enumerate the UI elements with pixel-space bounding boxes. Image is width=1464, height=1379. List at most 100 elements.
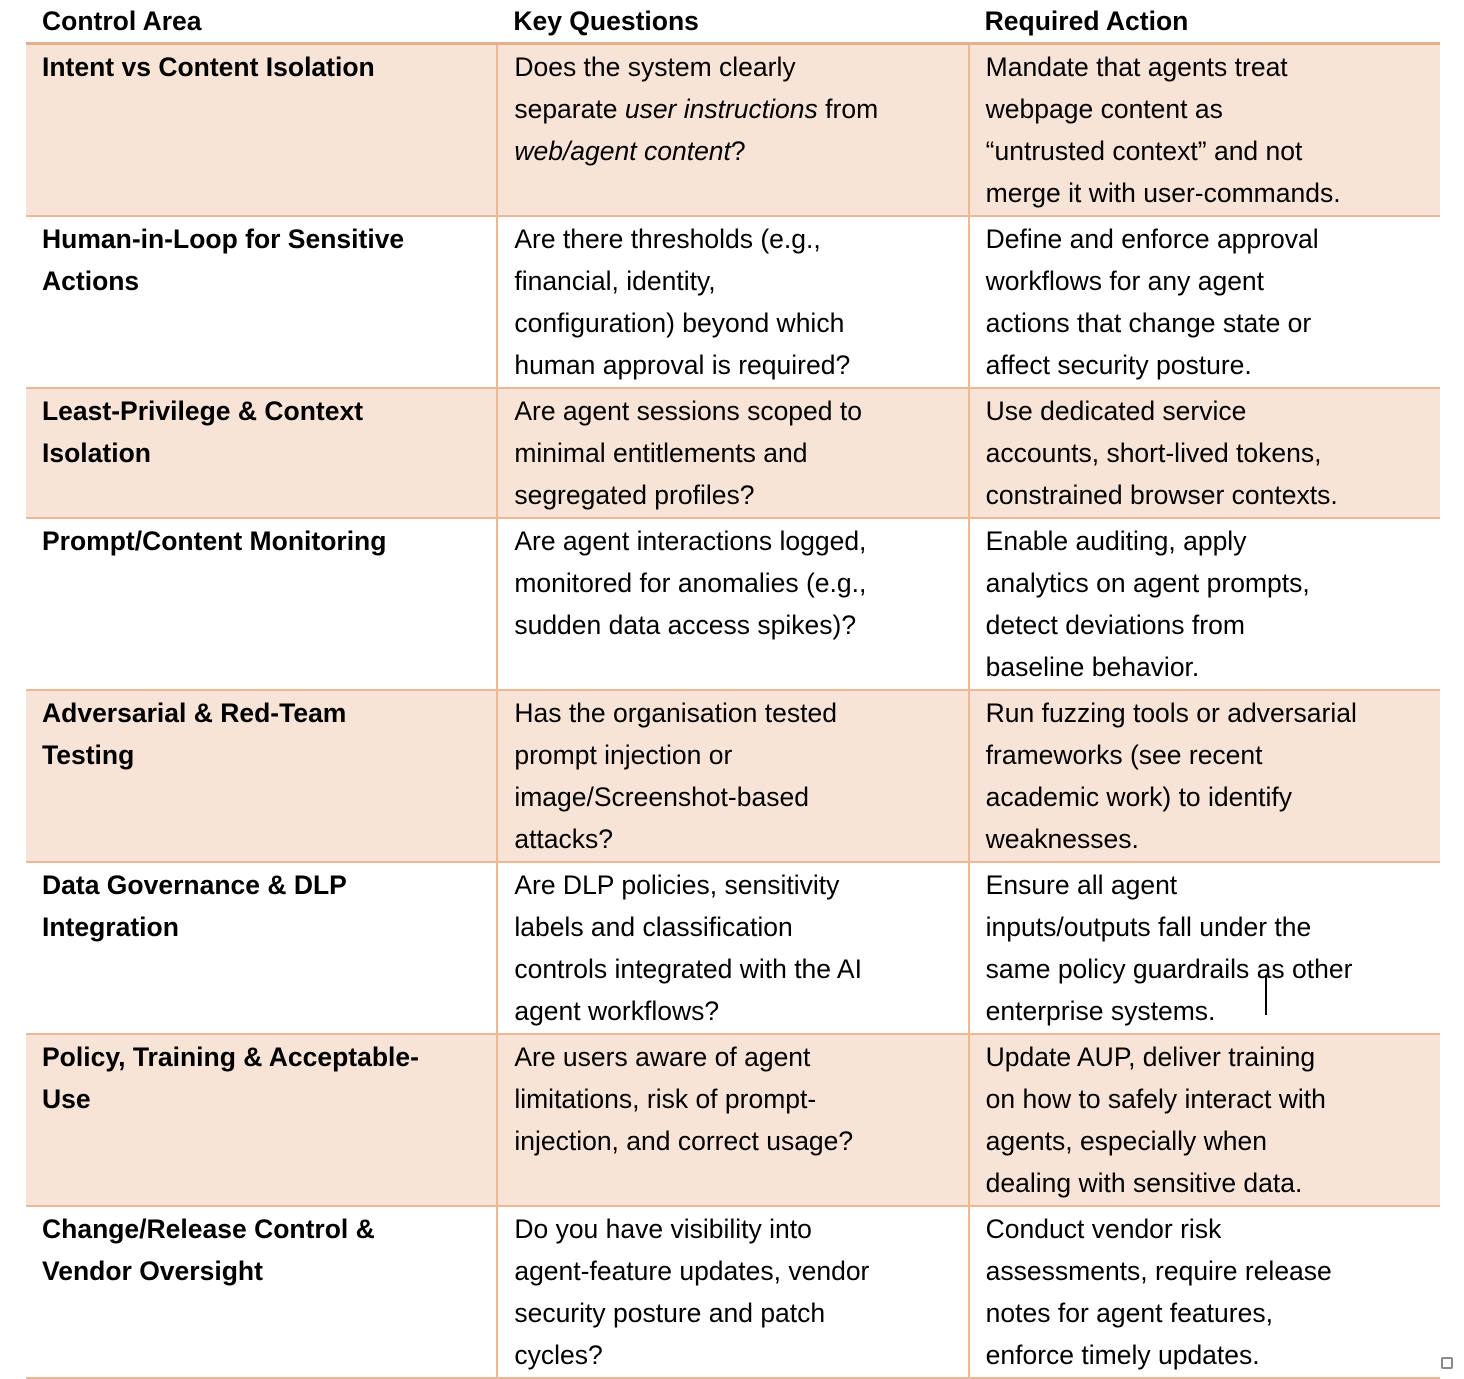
cell-line: Use dedicated service bbox=[985, 396, 1247, 426]
cell-line: “untrusted context” and not bbox=[985, 136, 1303, 166]
key-questions-cell[interactable]: Are there thresholds (e.g., financial, id… bbox=[496, 216, 969, 389]
required-action-cell[interactable]: Run fuzzing tools or adversarial framewor… bbox=[967, 690, 1440, 863]
cell-line: enterprise systems. bbox=[985, 996, 1216, 1026]
cell-line: Are agent sessions scoped to bbox=[514, 396, 862, 426]
cell-line: human approval is required? bbox=[514, 350, 851, 380]
table-row: Prompt/Content Monitoring Are agent inter… bbox=[26, 518, 1440, 691]
cell-line: minimal entitlements and bbox=[514, 438, 808, 468]
control-area-cell[interactable]: Change/Release Control & Vendor Oversight bbox=[26, 1206, 498, 1379]
cell-line: frameworks (see recent bbox=[985, 740, 1263, 770]
header-key-questions: Key Questions bbox=[497, 0, 969, 45]
text: separate bbox=[514, 94, 625, 124]
cell-line: separate user instructions from bbox=[514, 88, 959, 130]
cell-line: Are there thresholds (e.g., bbox=[514, 224, 821, 254]
cell-line: affect security posture. bbox=[985, 350, 1252, 380]
cell-line: actions that change state or bbox=[985, 308, 1312, 338]
cell-line: academic work) to identify bbox=[985, 782, 1292, 812]
cell-line: limitations, risk of prompt- bbox=[514, 1084, 817, 1114]
table-row: Change/Release Control & Vendor Oversight… bbox=[26, 1206, 1440, 1379]
cell-line: web/agent content? bbox=[514, 130, 959, 172]
required-action-cell[interactable]: Ensure all agent inputs/outputs fall unde… bbox=[967, 862, 1440, 1035]
controls-table: Control Area Key Questions Required Acti… bbox=[26, 0, 1440, 1379]
cell-line: Enable auditing, apply bbox=[985, 526, 1247, 556]
cell-line: Policy, Training & Acceptable- bbox=[42, 1042, 419, 1072]
table-body: Intent vs Content Isolation Does the syst… bbox=[26, 43, 1440, 1379]
key-questions-cell[interactable]: Are DLP policies, sensitivity labels and … bbox=[496, 862, 969, 1035]
cell-line: accounts, short-lived tokens, bbox=[985, 438, 1322, 468]
required-action-cell[interactable]: Update AUP, deliver training on how to sa… bbox=[967, 1034, 1440, 1207]
cell-line: financial, identity, bbox=[514, 266, 716, 296]
required-action-cell[interactable]: Mandate that agents treat webpage content… bbox=[967, 43, 1440, 217]
key-questions-cell[interactable]: Do you have visibility into agent-feature… bbox=[496, 1206, 969, 1379]
cell-line: Define and enforce approval bbox=[985, 224, 1319, 254]
table-row: Human-in-Loop for Sensitive Actions Are th… bbox=[26, 216, 1440, 389]
cell-line: Mandate that agents treat bbox=[985, 52, 1288, 82]
cell-line: Isolation bbox=[42, 438, 151, 468]
cell-line: Data Governance & DLP bbox=[42, 870, 347, 900]
cell-line: Integration bbox=[42, 912, 179, 942]
required-action-cell[interactable]: Define and enforce approval workflows for… bbox=[967, 216, 1440, 389]
cell-line: agent-feature updates, vendor bbox=[514, 1256, 870, 1286]
cell-line: segregated profiles? bbox=[514, 480, 755, 510]
cell-line: Human-in-Loop for Sensitive bbox=[42, 224, 405, 254]
control-area-cell[interactable]: Least-Privilege & Context Isolation bbox=[26, 388, 498, 519]
text: from bbox=[817, 94, 879, 124]
cell-line: Has the organisation tested bbox=[514, 698, 837, 728]
cell-line: controls integrated with the AI bbox=[514, 954, 862, 984]
text: ? bbox=[730, 136, 746, 166]
cell-line: Prompt/Content Monitoring bbox=[42, 526, 387, 556]
cell-line: Are users aware of agent bbox=[514, 1042, 811, 1072]
cell-line: Change/Release Control & bbox=[42, 1214, 375, 1244]
required-action-cell[interactable]: Use dedicated service accounts, short-liv… bbox=[967, 388, 1440, 519]
cell-line: Does the system clearly bbox=[514, 46, 959, 88]
control-area-cell[interactable]: Data Governance & DLP Integration bbox=[26, 862, 498, 1035]
cell-line: agents, especially when bbox=[985, 1126, 1268, 1156]
cell-line: Conduct vendor risk bbox=[985, 1214, 1222, 1244]
cell-line: dealing with sensitive data. bbox=[985, 1168, 1303, 1198]
table-row: Adversarial & Red-Team Testing Has the org… bbox=[26, 690, 1440, 863]
cell-line: notes for agent features, bbox=[985, 1298, 1273, 1328]
control-area-cell[interactable]: Intent vs Content Isolation bbox=[26, 43, 498, 217]
cell-line: merge it with user-commands. bbox=[985, 178, 1341, 208]
cell-line: labels and classification bbox=[514, 912, 793, 942]
key-questions-cell[interactable]: Does the system clearly separate user ins… bbox=[496, 43, 969, 217]
cell-line: configuration) beyond which bbox=[514, 308, 845, 338]
cell-line: workflows for any agent bbox=[985, 266, 1265, 296]
header-row: Control Area Key Questions Required Acti… bbox=[26, 0, 1440, 45]
key-questions-cell[interactable]: Has the organisation tested prompt inject… bbox=[496, 690, 969, 863]
cell-line: sudden data access spikes)? bbox=[514, 610, 857, 640]
control-area-cell[interactable]: Policy, Training & Acceptable- Use bbox=[26, 1034, 498, 1207]
cell-line: image/Screenshot-based bbox=[514, 782, 809, 812]
cell-line: attacks? bbox=[514, 824, 614, 854]
key-questions-cell[interactable]: Are agent interactions logged, monitored … bbox=[496, 518, 969, 691]
cell-line: detect deviations from bbox=[985, 610, 1245, 640]
cell-line: constrained browser contexts. bbox=[985, 480, 1338, 510]
cell-line: webpage content as bbox=[985, 94, 1223, 124]
control-area-cell[interactable]: Human-in-Loop for Sensitive Actions bbox=[26, 216, 498, 389]
cell-line: Are agent interactions logged, bbox=[514, 526, 867, 556]
table-resize-handle[interactable] bbox=[1441, 1357, 1453, 1369]
control-area-cell[interactable]: Adversarial & Red-Team Testing bbox=[26, 690, 498, 863]
control-area-cell[interactable]: Prompt/Content Monitoring bbox=[26, 518, 498, 691]
cell-line: on how to safely interact with bbox=[985, 1084, 1326, 1114]
table-row: Policy, Training & Acceptable- Use Are use… bbox=[26, 1034, 1440, 1207]
required-action-cell[interactable]: Conduct vendor risk assessments, require … bbox=[967, 1206, 1440, 1379]
cell-line: Update AUP, deliver training bbox=[985, 1042, 1316, 1072]
text-cursor bbox=[1265, 975, 1267, 1015]
italic-text: web/agent content bbox=[514, 136, 731, 166]
header-required-action: Required Action bbox=[968, 0, 1440, 45]
key-questions-cell[interactable]: Are agent sessions scoped to minimal enti… bbox=[496, 388, 969, 519]
table-row: Intent vs Content Isolation Does the syst… bbox=[26, 43, 1440, 217]
table-row: Data Governance & DLP Integration Are DLP … bbox=[26, 862, 1440, 1035]
cell-line: Intent vs Content Isolation bbox=[42, 52, 375, 82]
text: Does the system clearly bbox=[514, 52, 796, 82]
cell-line: Are DLP policies, sensitivity bbox=[514, 870, 840, 900]
cell-line: Testing bbox=[42, 740, 135, 770]
cell-line: analytics on agent prompts, bbox=[985, 568, 1310, 598]
header-control-area: Control Area bbox=[26, 0, 498, 45]
cell-line: security posture and patch bbox=[514, 1298, 826, 1328]
cell-line: Adversarial & Red-Team bbox=[42, 698, 347, 728]
required-action-cell[interactable]: Enable auditing, apply analytics on agent… bbox=[967, 518, 1440, 691]
cell-line: cycles? bbox=[514, 1340, 603, 1370]
key-questions-cell[interactable]: Are users aware of agent limitations, ris… bbox=[496, 1034, 969, 1207]
